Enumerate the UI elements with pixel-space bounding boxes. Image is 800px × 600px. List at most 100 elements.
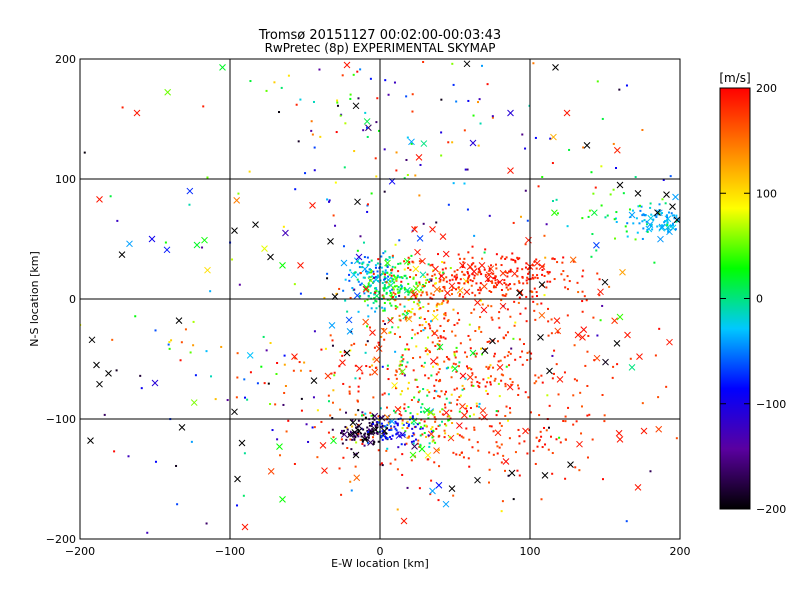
scatter-point-dot xyxy=(201,246,204,249)
scatter-point-dot xyxy=(236,504,239,507)
scatter-point-dot xyxy=(565,438,568,441)
scatter-point-dot xyxy=(493,355,496,358)
scatter-point-dot xyxy=(354,413,357,416)
scatter-point-dot xyxy=(374,299,377,302)
scatter-point-dot xyxy=(504,294,507,297)
scatter-point-dot xyxy=(426,348,429,351)
scatter-point-dot xyxy=(376,270,379,273)
scatter-point-dot xyxy=(615,220,618,223)
scatter-point-dot xyxy=(544,256,547,259)
scatter-point-dot xyxy=(491,115,494,118)
scatter-point-dot xyxy=(476,380,479,383)
scatter-point-dot xyxy=(454,363,457,366)
scatter-point-dot xyxy=(434,282,437,285)
scatter-point-dot xyxy=(470,311,473,314)
scatter-point-dot xyxy=(382,297,385,300)
scatter-point-dot xyxy=(551,200,554,203)
scatter-point-dot xyxy=(332,436,335,439)
scatter-point-dot xyxy=(500,373,503,376)
scatter-point-cross xyxy=(310,377,318,384)
scatter-point-dot xyxy=(468,465,471,468)
scatter-point-dot xyxy=(442,271,445,274)
scatter-point-dot xyxy=(447,319,450,322)
scatter-point-dot xyxy=(368,275,371,278)
scatter-point-cross xyxy=(380,327,388,335)
scatter-point-dot xyxy=(495,267,498,270)
scatter-point-dot xyxy=(403,260,406,263)
scatter-point-dot xyxy=(388,273,391,276)
scatter-point-dot xyxy=(154,460,157,463)
scatter-point-dot xyxy=(442,286,445,289)
scatter-point-dot xyxy=(528,271,531,274)
scatter-point-dot xyxy=(377,415,380,418)
scatter-point-dot xyxy=(547,426,550,429)
scatter-point-dot xyxy=(283,354,286,357)
scatter-point-dot xyxy=(632,222,635,225)
scatter-point-dot xyxy=(368,261,371,264)
scatter-point-dot xyxy=(430,430,433,433)
scatter-point-dot xyxy=(350,448,353,451)
scatter-point-dot xyxy=(669,175,672,178)
scatter-point-dot xyxy=(431,440,434,443)
scatter-point-dot xyxy=(583,295,586,298)
scatter-point-dot xyxy=(497,281,500,284)
scatter-point-dot xyxy=(384,269,387,272)
scatter-point-dot xyxy=(458,257,461,260)
scatter-point-cross xyxy=(538,311,546,319)
scatter-point-dot xyxy=(504,414,507,417)
scatter-point-dot xyxy=(544,443,547,446)
scatter-point-dot xyxy=(519,215,522,218)
scatter-point-dot xyxy=(474,294,477,297)
scatter-point-dot xyxy=(562,419,565,422)
scatter-point-dot xyxy=(505,365,508,368)
scatter-point-dot xyxy=(411,308,414,311)
scatter-point-dot xyxy=(422,329,425,332)
scatter-point-dot xyxy=(567,406,570,409)
scatter-point-dot xyxy=(363,300,366,303)
scatter-point-dot xyxy=(440,131,443,134)
scatter-point-dot xyxy=(305,423,308,426)
scatter-point-dot xyxy=(409,276,412,279)
scatter-point-dot xyxy=(386,265,389,268)
scatter-point-dot xyxy=(374,310,377,313)
scatter-point-dot xyxy=(260,365,263,368)
scatter-point-dot xyxy=(176,503,179,506)
scatter-point-dot xyxy=(531,276,534,279)
scatter-point-dot xyxy=(651,228,654,231)
scatter-point-dot xyxy=(386,298,389,301)
scatter-point-dot xyxy=(462,273,465,276)
scatter-point-dot xyxy=(511,381,514,384)
scatter-point-dot xyxy=(456,276,459,279)
scatter-point-dot xyxy=(431,319,434,322)
scatter-point-dot xyxy=(546,270,549,273)
scatter-point-dot xyxy=(184,328,187,331)
scatter-point-dot xyxy=(481,353,484,356)
scatter-point-dot xyxy=(383,190,386,193)
scatter-point-dot xyxy=(504,469,507,472)
scatter-point-dot xyxy=(581,310,584,313)
scatter-point-dot xyxy=(448,418,451,421)
scatter-point-cross xyxy=(657,235,664,243)
scatter-point-dot xyxy=(401,390,404,393)
scatter-point-dot xyxy=(492,453,495,456)
scatter-point-dot xyxy=(341,442,344,445)
scatter-point-cross xyxy=(367,439,374,446)
scatter-point-dot xyxy=(365,365,368,368)
scatter-point-dot xyxy=(371,428,374,431)
scatter-point-cross xyxy=(219,64,226,71)
scatter-point-dot xyxy=(559,441,562,444)
scatter-point-dot xyxy=(391,326,394,329)
scatter-point-dot xyxy=(430,320,433,323)
scatter-point-dot xyxy=(179,359,182,362)
scatter-point-cross xyxy=(429,226,436,233)
scatter-point-dot xyxy=(415,295,418,298)
scatter-point-dot xyxy=(435,373,438,376)
scatter-point-cross xyxy=(423,407,431,414)
scatter-point-dot xyxy=(362,129,365,132)
scatter-point-dot xyxy=(503,282,506,285)
scatter-point-dot xyxy=(444,314,447,317)
scatter-point-dot xyxy=(418,290,421,293)
scatter-point-dot xyxy=(418,283,421,286)
scatter-point-dot xyxy=(509,287,512,290)
scatter-point-dot xyxy=(394,266,397,269)
